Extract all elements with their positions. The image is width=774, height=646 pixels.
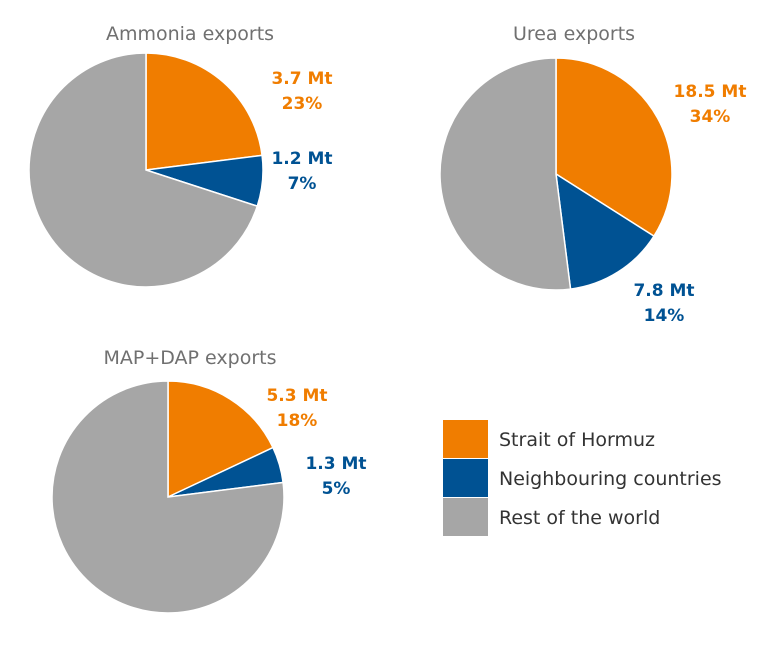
pie-title: MAP+DAP exports — [103, 347, 276, 369]
legend-swatch — [443, 420, 488, 458]
pie-urea-exports: Urea exports 18.5 Mt 34% 7.8 Mt 14% — [439, 23, 747, 326]
data-label-value: 1.3 Mt — [305, 454, 366, 474]
pie-slice-rest-of-the-world — [439, 57, 572, 291]
legend-swatch — [443, 498, 488, 536]
data-label-percent: 14% — [644, 306, 685, 326]
data-label-value: 18.5 Mt — [674, 82, 747, 102]
pie-ammonia-exports: Ammonia exports 3.7 Mt 23% 1.2 Mt 7% — [28, 23, 333, 288]
pie-slice-rest-of-the-world — [28, 52, 259, 288]
legend: Strait of Hormuz Neighbouring countries Re… — [443, 420, 722, 536]
data-label-value: 5.3 Mt — [266, 386, 327, 406]
data-label-value: 7.8 Mt — [633, 281, 694, 301]
data-label-value: 3.7 Mt — [271, 69, 332, 89]
pie-slice-strait-of-hormuz — [145, 52, 263, 171]
data-label-value: 1.2 Mt — [271, 149, 332, 169]
pie-title: Urea exports — [513, 23, 635, 45]
legend-label: Strait of Hormuz — [499, 429, 655, 451]
legend-item: Strait of Hormuz — [443, 420, 655, 458]
pie-map-dap-exports: MAP+DAP exports 5.3 Mt 18% 1.3 Mt 5% — [51, 347, 367, 614]
pie-title: Ammonia exports — [106, 23, 274, 45]
data-label-percent: 34% — [690, 107, 731, 127]
legend-swatch — [443, 459, 488, 497]
pie-slice-strait-of-hormuz — [167, 380, 274, 499]
legend-label: Rest of the world — [499, 507, 660, 529]
pie-slice-neighbouring-countries — [555, 172, 655, 290]
legend-item: Rest of the world — [443, 498, 660, 536]
data-label-percent: 5% — [322, 479, 351, 499]
data-label-percent: 7% — [288, 174, 317, 194]
pie-slice-rest-of-the-world — [51, 380, 285, 614]
legend-item: Neighbouring countries — [443, 459, 722, 497]
data-label-percent: 18% — [277, 411, 318, 431]
data-label-percent: 23% — [282, 94, 323, 114]
legend-label: Neighbouring countries — [499, 468, 722, 490]
